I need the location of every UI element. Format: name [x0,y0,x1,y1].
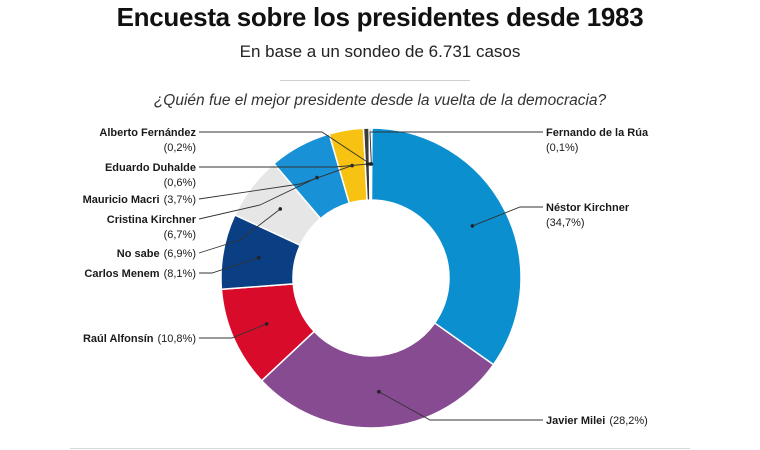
label-fernandez: Alberto Fernández (0,2%) [99,127,196,154]
slice-milei [260,322,495,429]
label-value-de-la-rua: (0,1%) [546,142,578,154]
label-macri: Mauricio Macri (3,7%) [83,194,196,206]
label-kirchner-nestor: Néstor Kirchner (34,7%) [546,202,630,229]
label-value-alfonsin: (10,8%) [157,333,196,345]
leader-dot-milei [377,389,381,394]
leader-lines [198,131,543,421]
leader-duhalde [199,163,368,168]
bottom-rule [70,448,690,449]
survey-question: ¿Quién fue el mejor presidente desde la … [153,92,607,109]
label-name-menem: Carlos Menem [84,268,159,280]
chart-subtitle: En base a un sondeo de 6.731 casos [239,42,521,61]
leader-dot-menem [257,255,261,260]
label-de-la-rua: Fernando de la Rúa (0,1%) [546,127,649,154]
label-alfonsin: Raúl Alfonsín (10,8%) [83,333,196,345]
slice-labels: Néstor Kirchner (34,7%) Javier Milei (28,2%… [83,127,649,427]
label-milei: Javier Milei (28,2%) [546,415,648,427]
label-name-macri: Mauricio Macri [83,194,160,206]
label-name-alfonsin: Raúl Alfonsín [83,333,154,345]
label-kirchner-cristina: Cristina Kirchner (6,7%) [107,214,197,241]
leader-alfonsin [199,323,267,339]
leader-macri [198,165,353,200]
label-name-duhalde: Eduardo Duhalde [105,162,196,174]
chart-title: Encuesta sobre los presidentes desde 198… [116,2,644,32]
leader-fernandez [199,131,371,165]
label-duhalde: Eduardo Duhalde (0,6%) [105,162,196,189]
label-value-milei: (28,2%) [609,415,648,427]
title-divider [280,80,470,81]
leader-dot-kirchner-nestor [470,224,475,228]
slice-kirchner-nestor [370,127,522,366]
label-value-kirchner-cristina: (6,7%) [164,229,196,241]
label-name-kirchner-cristina: Cristina Kirchner [107,214,197,226]
label-menem: Carlos Menem (8,1%) [84,268,196,280]
label-name-milei: Javier Milei [546,415,605,427]
label-value-duhalde: (0,6%) [164,177,196,189]
donut-slices [220,127,522,429]
label-no-sabe: No sabe (6,9%) [117,248,196,260]
label-value-menem: (8,1%) [164,268,196,280]
label-name-de-la-rua: Fernando de la Rúa [546,127,649,139]
leader-dot-de-la-rua [369,162,374,166]
label-name-kirchner-nestor: Néstor Kirchner [546,202,630,214]
leader-kirchner-nestor [472,206,543,227]
label-name-no-sabe: No sabe [117,248,160,260]
label-name-fernandez: Alberto Fernández [99,127,196,139]
label-value-fernandez: (0,2%) [164,142,196,154]
label-value-kirchner-nestor: (34,7%) [546,217,585,229]
leader-de-la-rua [369,131,543,165]
label-value-macri: (3,7%) [164,194,196,206]
leader-no-sabe [198,208,281,254]
leader-dot-no-sabe [278,207,283,211]
leader-menem [199,257,259,274]
leader-milei [378,391,543,421]
leader-kirchner-cristina [198,177,318,220]
label-value-no-sabe: (6,9%) [164,248,196,260]
leader-dot-alfonsin [264,322,269,326]
